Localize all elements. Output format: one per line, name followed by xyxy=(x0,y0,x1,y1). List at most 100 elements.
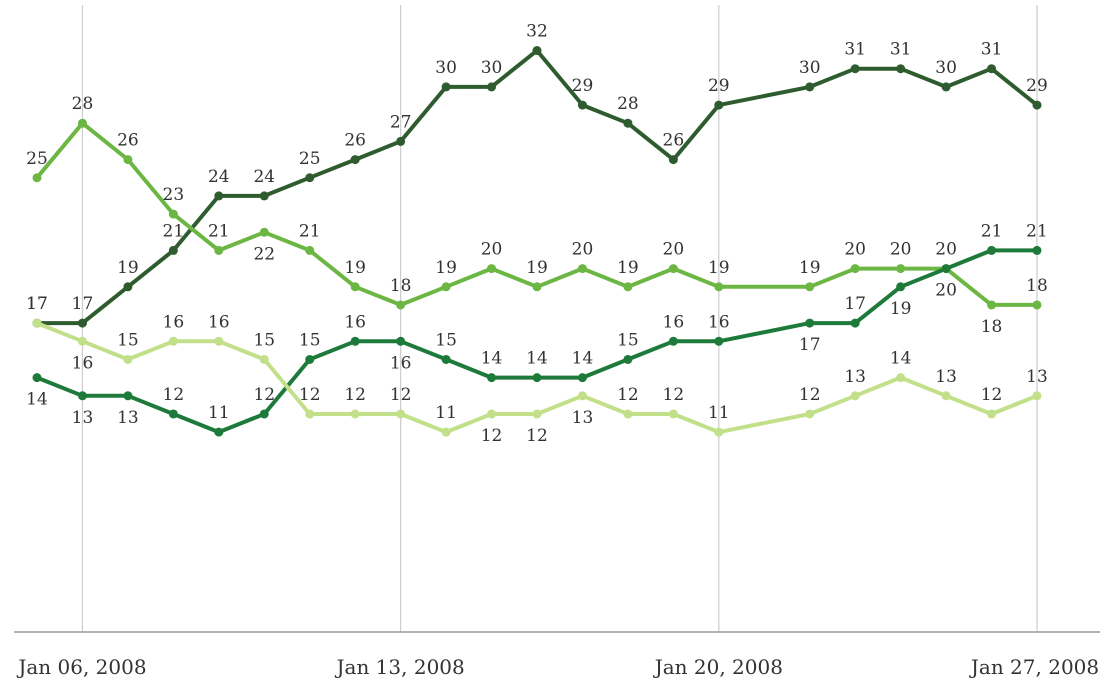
data-point xyxy=(805,282,815,292)
data-label: 12 xyxy=(390,385,412,405)
data-label: 20 xyxy=(481,240,503,260)
data-point xyxy=(350,336,360,346)
data-label: 16 xyxy=(390,353,412,373)
data-label: 12 xyxy=(299,385,321,405)
data-point xyxy=(168,409,178,419)
data-label: 30 xyxy=(935,58,957,78)
series-line xyxy=(35,121,1039,307)
data-label: 20 xyxy=(890,240,912,260)
data-label: 11 xyxy=(708,403,730,423)
data-point xyxy=(987,245,997,255)
data-point xyxy=(259,409,269,419)
data-label: 31 xyxy=(844,40,866,60)
data-point xyxy=(259,354,269,364)
data-label: 15 xyxy=(617,330,639,350)
data-point xyxy=(623,409,633,419)
data-label: 26 xyxy=(663,131,685,151)
data-point xyxy=(577,264,587,274)
data-point xyxy=(396,336,406,346)
data-label: 12 xyxy=(526,426,548,446)
data-label: 13 xyxy=(117,408,139,428)
data-point xyxy=(396,409,406,419)
data-label: 12 xyxy=(344,385,366,405)
data-label: 20 xyxy=(935,240,957,260)
data-label: 17 xyxy=(26,294,48,314)
data-point xyxy=(487,82,497,92)
data-label: 20 xyxy=(663,240,685,260)
data-label: 13 xyxy=(935,367,957,387)
data-point xyxy=(396,136,406,146)
data-label: 32 xyxy=(526,22,548,42)
data-label: 16 xyxy=(344,312,366,332)
data-point xyxy=(850,64,860,74)
data-point xyxy=(623,118,633,128)
data-label: 31 xyxy=(890,40,912,60)
data-point xyxy=(123,391,133,401)
data-point xyxy=(259,227,269,237)
data-point xyxy=(714,282,724,292)
data-label: 12 xyxy=(481,426,503,446)
data-label: 11 xyxy=(208,403,230,423)
data-point xyxy=(668,155,678,165)
data-point xyxy=(805,82,815,92)
data-point xyxy=(577,391,587,401)
data-point xyxy=(714,100,724,110)
data-point xyxy=(987,409,997,419)
data-label: 16 xyxy=(208,312,230,332)
data-label: 12 xyxy=(981,385,1003,405)
data-point xyxy=(350,282,360,292)
data-label: 19 xyxy=(526,258,548,278)
data-point xyxy=(668,336,678,346)
data-point xyxy=(623,282,633,292)
data-label: 18 xyxy=(390,276,412,296)
data-point xyxy=(850,391,860,401)
data-point xyxy=(487,409,497,419)
data-label: 21 xyxy=(208,221,230,241)
data-label: 14 xyxy=(572,349,594,369)
data-point xyxy=(259,191,269,201)
data-point xyxy=(123,354,133,364)
data-label: 18 xyxy=(1026,276,1048,296)
data-label: 28 xyxy=(617,94,639,114)
data-point xyxy=(168,336,178,346)
data-point xyxy=(214,245,224,255)
data-point xyxy=(305,173,315,183)
data-label: 19 xyxy=(617,258,639,278)
data-point xyxy=(1032,300,1042,310)
data-point xyxy=(850,264,860,274)
data-label: 15 xyxy=(299,330,321,350)
data-point xyxy=(896,264,906,274)
data-point xyxy=(305,245,315,255)
data-label: 12 xyxy=(617,385,639,405)
data-point xyxy=(214,191,224,201)
data-label: 17 xyxy=(844,294,866,314)
data-point xyxy=(487,264,497,274)
data-label: 20 xyxy=(572,240,594,260)
data-label: 20 xyxy=(844,240,866,260)
data-point xyxy=(941,82,951,92)
data-point xyxy=(123,282,133,292)
data-point xyxy=(441,82,451,92)
series-line xyxy=(35,48,1039,326)
data-point xyxy=(396,300,406,310)
data-label: 15 xyxy=(253,330,275,350)
data-label: 13 xyxy=(844,367,866,387)
data-label: 14 xyxy=(26,390,48,410)
data-point xyxy=(305,409,315,419)
data-point xyxy=(668,409,678,419)
data-point xyxy=(305,354,315,364)
data-point xyxy=(32,318,42,328)
data-point xyxy=(77,118,87,128)
data-label: 30 xyxy=(435,58,457,78)
data-point xyxy=(532,373,542,383)
data-point xyxy=(168,245,178,255)
data-label: 23 xyxy=(163,185,185,205)
data-label: 12 xyxy=(663,385,685,405)
data-label: 25 xyxy=(26,149,48,169)
x-tick-label: Jan 06, 2008 xyxy=(16,655,146,679)
data-label: 29 xyxy=(572,76,594,96)
series-line xyxy=(35,248,1039,435)
data-label: 27 xyxy=(390,112,412,132)
data-point xyxy=(77,336,87,346)
